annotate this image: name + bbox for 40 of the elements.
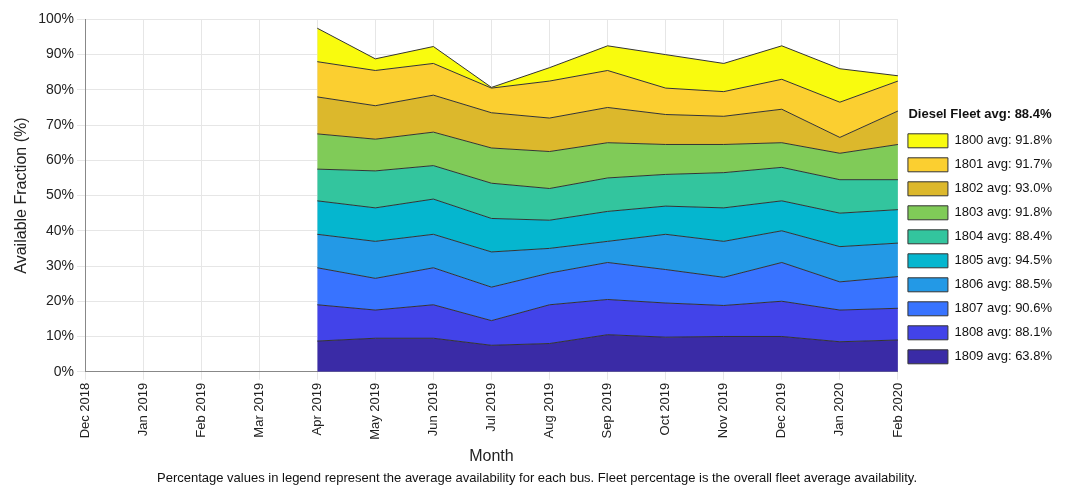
- legend-label: 1801 avg: 91.7%: [954, 156, 1053, 172]
- x-axis-title: Month: [469, 446, 514, 464]
- y-tick-label: 30%: [45, 256, 75, 273]
- legend-label: 1807 avg: 90.6%: [954, 300, 1053, 316]
- x-tick-label: Dec 2018: [76, 382, 92, 439]
- y-tick-label: 100%: [38, 10, 75, 27]
- x-tick-label: Dec 2019: [773, 382, 789, 439]
- legend-label: 1805 avg: 94.5%: [954, 252, 1053, 268]
- y-tick-label: 70%: [45, 115, 75, 132]
- legend-label: 1809 avg: 63.8%: [954, 348, 1053, 364]
- x-tick-label: Jun 2019: [424, 382, 440, 437]
- legend-label: 1803 avg: 91.8%: [954, 204, 1053, 220]
- y-axis-title: Available Fraction (%): [12, 117, 30, 274]
- legend-label: 1802 avg: 93.0%: [954, 180, 1053, 196]
- y-tick-label: 0%: [53, 362, 75, 379]
- legend-label: 1806 avg: 88.5%: [954, 276, 1053, 292]
- x-tick-label: Jan 2019: [134, 382, 150, 437]
- text: Percentage values in legend represent the average availability for each bus. Fleet percentage is the overall fleet average availability.: [156, 470, 918, 485]
- y-tick-label: 20%: [45, 292, 75, 309]
- x-tick-label: Jan 2020: [831, 382, 847, 437]
- x-tick-label: Sep 2019: [599, 382, 615, 439]
- y-tick-label: 80%: [45, 80, 75, 97]
- x-tick-label: Mar 2019: [250, 382, 266, 438]
- y-tick-label: 40%: [45, 221, 75, 238]
- x-tick-label: Jul 2019: [483, 382, 499, 432]
- legend-title: Diesel Fleet avg: 88.4%: [908, 106, 1052, 122]
- legend-label: 1808 avg: 88.1%: [954, 324, 1053, 340]
- legend-label: 1804 avg: 88.4%: [954, 228, 1053, 244]
- y-tick-label: 90%: [45, 45, 75, 62]
- x-tick-label: Oct 2019: [657, 382, 673, 436]
- y-tick-label: 50%: [45, 186, 75, 203]
- x-tick-label: Feb 2019: [192, 382, 208, 438]
- legend-label: 1800 avg: 91.8%: [954, 132, 1053, 148]
- x-tick-label: Nov 2019: [715, 382, 731, 439]
- x-tick-label: Feb 2020: [889, 382, 905, 438]
- x-tick-label: Aug 2019: [541, 382, 557, 439]
- x-tick-label: May 2019: [366, 382, 382, 440]
- y-tick-label: 60%: [45, 151, 75, 168]
- y-tick-label: 10%: [45, 327, 75, 344]
- x-tick-label: Apr 2019: [308, 382, 324, 436]
